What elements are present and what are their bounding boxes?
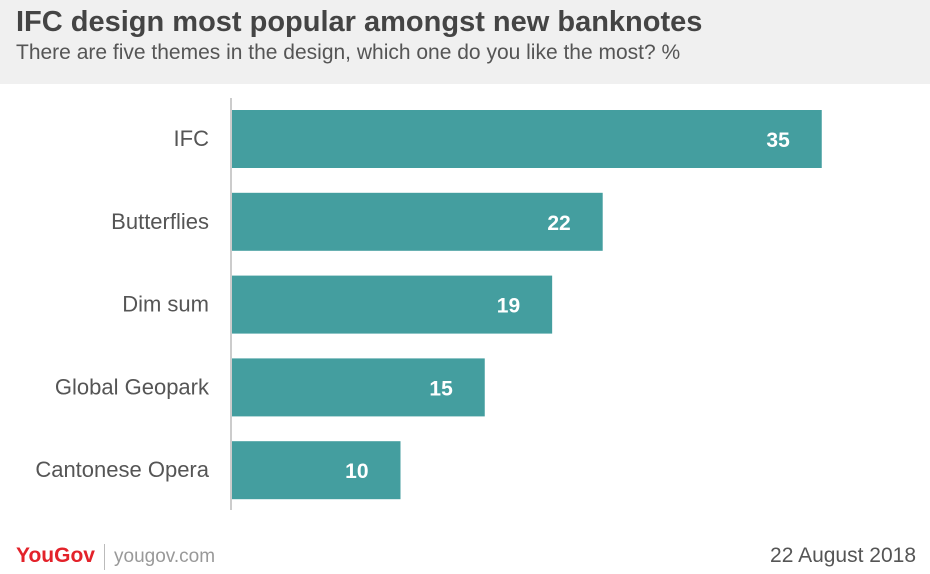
- bar-value-label: 10: [345, 460, 368, 483]
- category-label: IFC: [174, 126, 210, 151]
- category-label: Butterflies: [111, 209, 209, 234]
- chart-header: IFC design most popular amongst new bank…: [0, 0, 930, 84]
- footer-date: 22 August 2018: [770, 544, 916, 567]
- category-label: Cantonese Opera: [35, 457, 209, 482]
- bar: [232, 192, 603, 251]
- yougov-logo: YouGov: [16, 544, 95, 567]
- bar-value-label: 15: [429, 377, 453, 400]
- footer-divider: [104, 544, 105, 570]
- footer-site: yougov.com: [114, 546, 216, 567]
- bar: [232, 358, 485, 417]
- bar: [232, 441, 401, 500]
- category-label: Dim sum: [122, 292, 209, 317]
- bar: [232, 275, 553, 334]
- bar-value-label: 35: [766, 129, 790, 152]
- bar-value-label: 19: [497, 295, 520, 318]
- bar: [232, 110, 822, 168]
- chart-subtitle: There are five themes in the design, whi…: [16, 41, 681, 64]
- category-label: Global Geopark: [55, 374, 210, 399]
- chart-title: IFC design most popular amongst new bank…: [16, 6, 703, 38]
- bar-value-label: 22: [547, 212, 570, 235]
